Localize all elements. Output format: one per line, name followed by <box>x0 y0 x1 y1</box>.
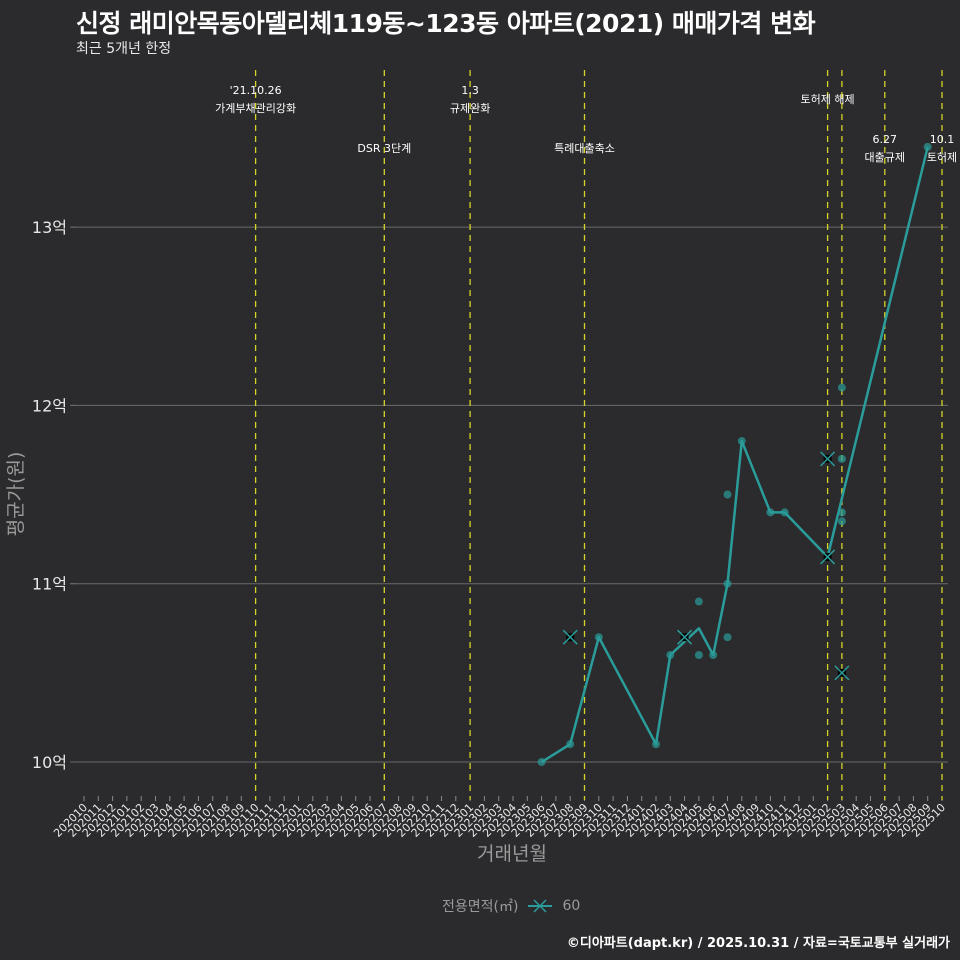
cross-marker <box>677 629 693 645</box>
legend: 전용면적(㎡) 60 <box>442 896 580 916</box>
data-point <box>694 651 703 660</box>
line-cross-icon <box>526 897 554 915</box>
cross-marker <box>820 451 836 467</box>
cross-marker <box>562 629 578 645</box>
y-axis-title: 평균가(원) <box>5 452 27 537</box>
source-caption: ©디아파트(dapt.kr) / 2025.10.31 / 자료=국토교통부 실… <box>566 936 950 951</box>
x-axis-title: 거래년월 <box>477 843 547 865</box>
grid-lines <box>70 226 948 763</box>
y-tick-label: 13억 <box>32 218 67 237</box>
chart-title: 신정 래미안목동아델리체119동~123동 아파트(2021) 매매가격 변화 <box>76 9 816 38</box>
data-point <box>694 597 703 606</box>
data-point <box>837 383 846 392</box>
data-point <box>723 633 732 642</box>
x-axis: 2020102020112020122021012021022021032021… <box>51 796 948 840</box>
event-label: 토허제 해제 <box>801 92 855 106</box>
event-label: 가계부채관리강화 <box>215 102 296 115</box>
legend-item-label: 60 <box>562 898 581 914</box>
series-60 <box>537 142 932 766</box>
data-point <box>837 454 846 463</box>
event-label: 특례대출축소 <box>554 142 615 155</box>
event-label: 토허제 <box>927 151 957 164</box>
chart-subtitle: 최근 5개년 한정 <box>76 41 172 57</box>
y-tick-label: 11억 <box>32 575 67 594</box>
event-date-label: 1.3 <box>461 84 479 97</box>
y-tick-label: 12억 <box>32 396 67 415</box>
y-axis: 10억 11억 12억 13억 <box>32 218 77 772</box>
data-point <box>723 490 732 499</box>
legend-title: 전용면적(㎡) <box>442 899 519 915</box>
event-date-label: 6.27 <box>873 133 898 146</box>
event-label: DSR 3단계 <box>357 142 411 155</box>
price-line <box>540 146 929 764</box>
cross-marker <box>820 549 836 565</box>
y-tick-label: 10억 <box>32 753 67 772</box>
event-label: 대출규제 <box>865 151 905 164</box>
event-date-label: 10.1 <box>930 133 955 146</box>
event-date-label: '21.10.26 <box>230 84 282 97</box>
event-label: 규제완화 <box>450 102 490 115</box>
cross-marker <box>834 665 850 681</box>
data-point <box>837 517 846 526</box>
